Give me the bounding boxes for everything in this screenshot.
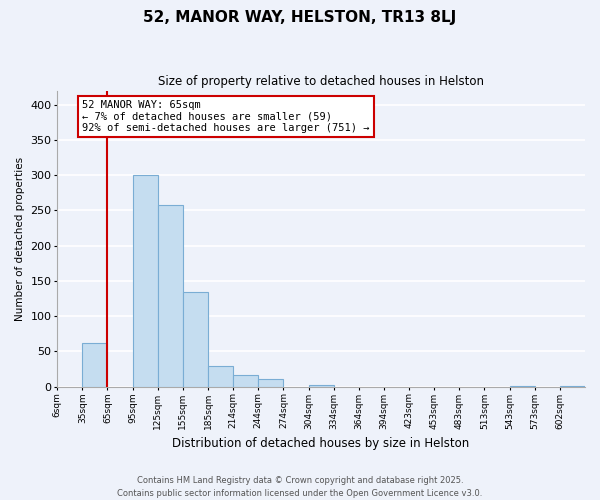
Bar: [158, 205, 183, 386]
Title: Size of property relative to detached houses in Helston: Size of property relative to detached ho…: [158, 75, 484, 88]
Bar: [258, 379, 283, 386]
Bar: [183, 292, 208, 386]
Bar: [133, 175, 158, 386]
Text: 52 MANOR WAY: 65sqm
← 7% of detached houses are smaller (59)
92% of semi-detache: 52 MANOR WAY: 65sqm ← 7% of detached hou…: [82, 100, 370, 133]
Y-axis label: Number of detached properties: Number of detached properties: [15, 156, 25, 320]
Bar: [308, 384, 334, 386]
X-axis label: Distribution of detached houses by size in Helston: Distribution of detached houses by size …: [172, 437, 470, 450]
Text: 52, MANOR WAY, HELSTON, TR13 8LJ: 52, MANOR WAY, HELSTON, TR13 8LJ: [143, 10, 457, 25]
Text: Contains HM Land Registry data © Crown copyright and database right 2025.
Contai: Contains HM Land Registry data © Crown c…: [118, 476, 482, 498]
Bar: [233, 374, 258, 386]
Bar: [208, 366, 233, 386]
Bar: [82, 343, 107, 386]
